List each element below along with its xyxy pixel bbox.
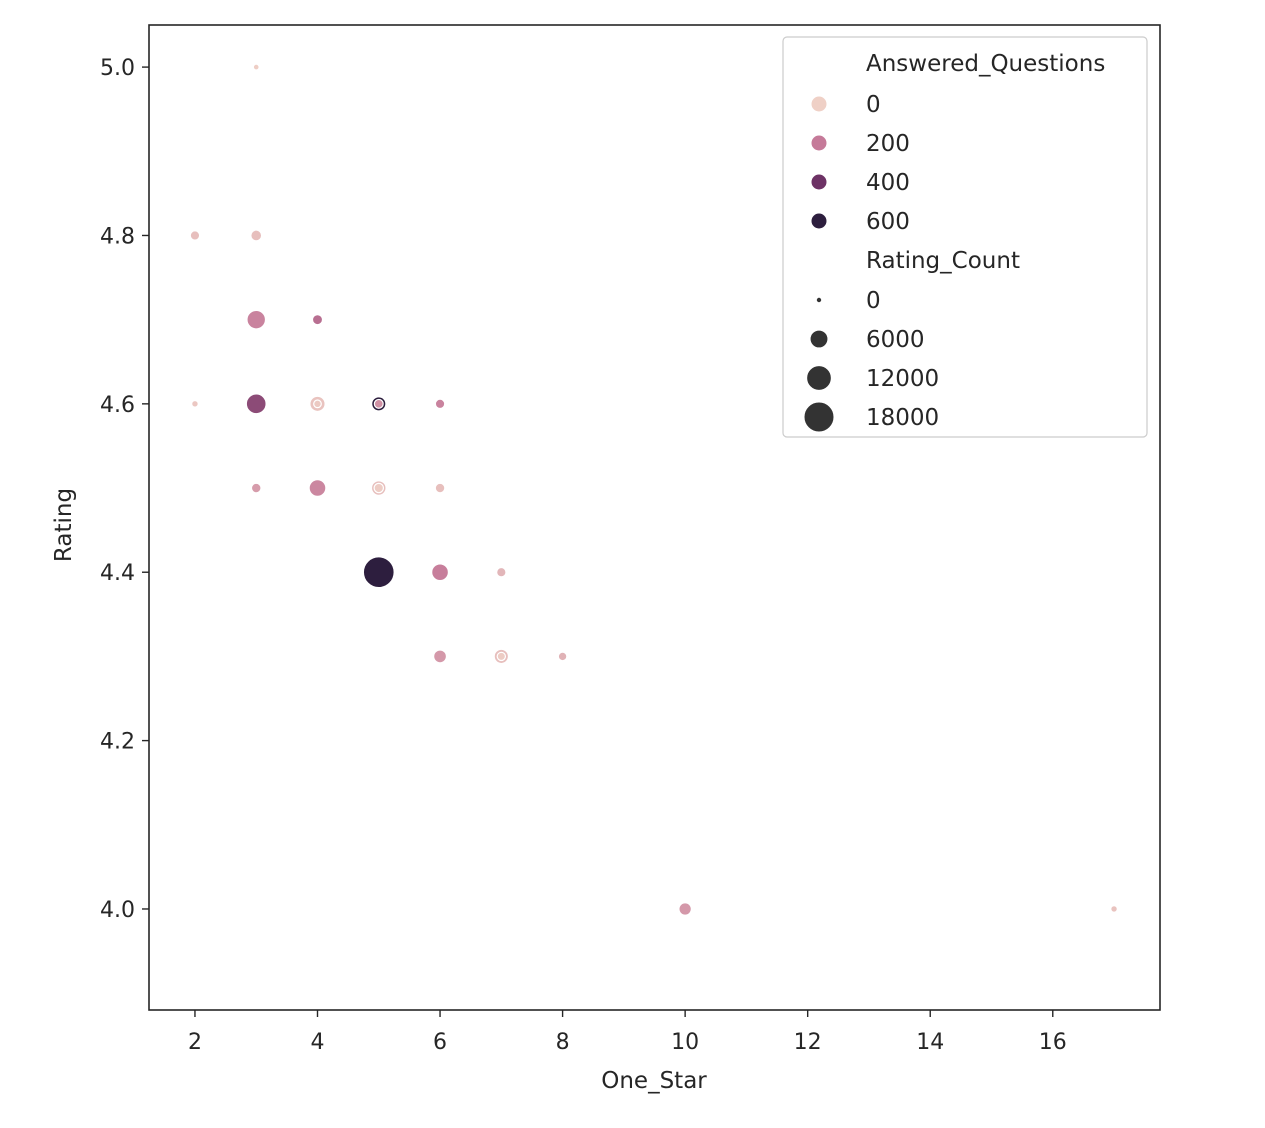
data-point [191, 399, 199, 408]
legend-hue-marker [810, 134, 828, 152]
legend-size-marker [809, 329, 829, 349]
data-point [496, 651, 507, 662]
data-point [246, 309, 267, 330]
data-point [431, 563, 450, 582]
x-tick-label: 16 [1039, 1030, 1067, 1055]
data-point [434, 398, 446, 410]
legend-hue-marker [810, 173, 828, 191]
data-point [189, 230, 201, 241]
data-point [433, 649, 448, 664]
legend-hue-title: Answered_Questions [866, 51, 1105, 77]
data-point [557, 651, 568, 662]
y-tick-label: 5.0 [100, 56, 135, 81]
data-point [496, 566, 507, 578]
x-tick-label: 10 [671, 1030, 699, 1055]
x-tick-label: 2 [188, 1030, 202, 1055]
data-point [250, 482, 262, 494]
x-axis-ticks: 2 4 6 8 10 12 14 16 [188, 1010, 1067, 1055]
y-tick-label: 4.0 [100, 898, 135, 923]
legend-size-label: 18000 [866, 405, 939, 431]
legend-size-marker [815, 296, 823, 304]
legend-size-marker [803, 401, 835, 433]
data-point [245, 393, 267, 415]
data-point [252, 63, 260, 71]
y-tick-label: 4.8 [100, 224, 135, 249]
plot-frame [148, 24, 1161, 1011]
y-tick-label: 4.2 [100, 730, 135, 755]
legend-size-title: Rating_Count [866, 248, 1020, 274]
legend-hue-marker [810, 95, 828, 113]
y-axis-ticks: 4.0 4.2 4.4 4.6 4.8 5.0 [100, 56, 149, 923]
data-point [250, 229, 263, 242]
legend-size-entries: 0 6000 12000 18000 [803, 288, 939, 433]
data-point [373, 398, 384, 409]
legend-size-label: 6000 [866, 327, 925, 353]
y-tick-label: 4.6 [100, 393, 135, 418]
legend-hue-label: 600 [866, 209, 910, 235]
y-tick-label: 4.4 [100, 561, 135, 586]
x-tick-label: 12 [794, 1030, 822, 1055]
data-point [362, 556, 395, 589]
x-tick-label: 14 [916, 1030, 944, 1055]
legend-hue-marker [810, 212, 828, 230]
legend-size-label: 0 [866, 288, 881, 314]
data-point [313, 399, 322, 409]
x-tick-label: 6 [433, 1030, 447, 1055]
legend-hue-entries: 0 200 400 600 [810, 92, 910, 235]
x-axis-label: One_Star [601, 1068, 707, 1094]
x-tick-label: 4 [311, 1030, 325, 1055]
data-point [373, 482, 385, 494]
x-tick-label: 8 [556, 1030, 570, 1055]
y-axis-label: Rating [51, 488, 77, 562]
legend-hue-label: 400 [866, 170, 910, 196]
data-points [189, 63, 1118, 916]
data-point [1110, 905, 1118, 913]
data-point [311, 314, 324, 326]
data-point [308, 479, 327, 498]
legend-hue-label: 0 [866, 92, 881, 118]
legend-hue-label: 200 [866, 131, 910, 157]
legend: Answered_Questions 0 200 400 600 Rating_Cou… [782, 36, 1148, 438]
data-point [678, 902, 692, 916]
data-point [434, 482, 446, 494]
legend-size-label: 12000 [866, 366, 939, 392]
legend-size-marker [806, 365, 832, 391]
legend-box [782, 36, 1148, 438]
